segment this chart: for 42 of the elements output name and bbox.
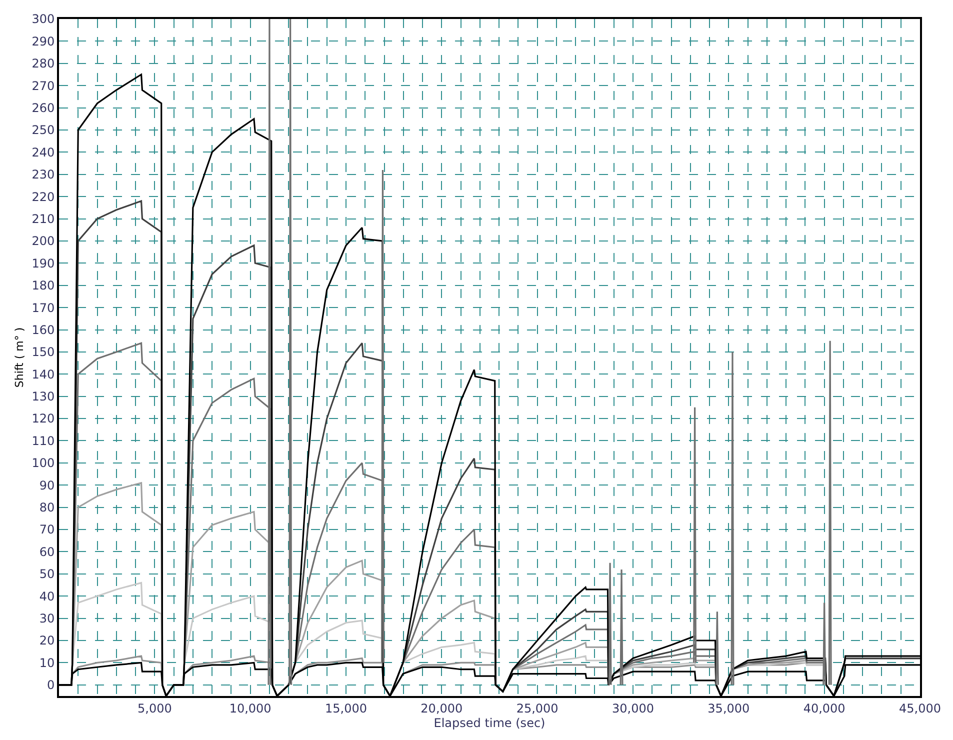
- y-tick-label: 170: [32, 300, 55, 315]
- x-tick-label: 45,000: [899, 701, 941, 716]
- y-tick-label: 270: [32, 78, 55, 93]
- y-tick-label: 230: [32, 168, 55, 182]
- y-tick-label: 40: [39, 589, 55, 604]
- y-tick-label: 90: [39, 478, 55, 492]
- y-tick-label: 140: [32, 367, 55, 382]
- y-tick-label: 220: [32, 190, 55, 204]
- y-tick-label: 210: [32, 212, 55, 226]
- y-tick-label: 290: [32, 34, 55, 48]
- y-tick-label: 200: [32, 234, 55, 248]
- y-tick-label: 20: [39, 634, 55, 648]
- y-tick-label: 130: [32, 390, 55, 404]
- y-tick-label: 50: [39, 567, 55, 582]
- x-tick-label: 5,000: [137, 701, 172, 716]
- y-tick-label: 110: [32, 434, 55, 448]
- y-tick-label: 60: [39, 544, 55, 559]
- x-axis-title: Elapsed time (sec): [434, 716, 546, 730]
- x-tick-label: 10,000: [229, 701, 272, 716]
- y-tick-label: 150: [32, 345, 55, 360]
- y-tick-label: 100: [32, 456, 55, 470]
- y-tick-label: 0: [46, 678, 55, 692]
- y-tick-label: 80: [39, 500, 55, 515]
- x-tick-label: 35,000: [708, 701, 750, 716]
- x-tick-label: 30,000: [612, 701, 654, 716]
- y-tick-label: 10: [39, 656, 55, 670]
- y-tick-label: 240: [32, 145, 55, 160]
- y-tick-label: 250: [32, 123, 55, 138]
- x-tick-label: 15,000: [325, 701, 367, 716]
- y-tick-label: 260: [32, 100, 55, 115]
- x-tick-label: 25,000: [516, 701, 558, 716]
- y-tick-label: 30: [39, 612, 55, 626]
- x-tick-label: 20,000: [420, 701, 463, 716]
- y-tick-label: 280: [32, 56, 55, 71]
- y-tick-label: 190: [32, 256, 55, 270]
- y-tick-label: 120: [32, 412, 55, 426]
- x-tick-label: 40,000: [803, 701, 846, 716]
- y-tick-label: 70: [39, 522, 55, 537]
- y-tick-label: 160: [32, 322, 55, 337]
- y-axis-title: Shift ( m° ): [12, 327, 26, 388]
- y-tick-label: 180: [32, 278, 55, 293]
- y-tick-label: 300: [32, 12, 55, 26]
